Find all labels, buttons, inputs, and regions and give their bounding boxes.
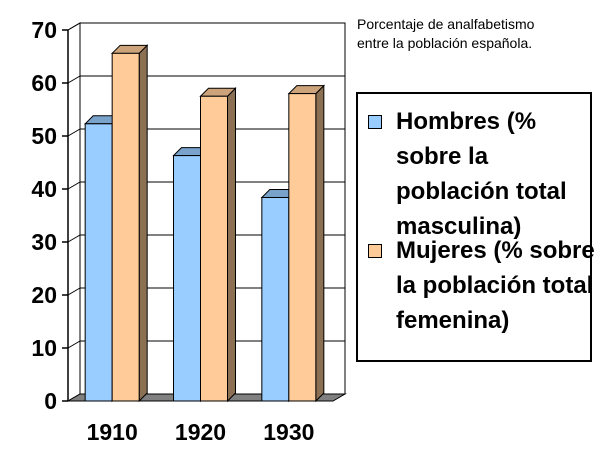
legend-label-hombres: Hombres (% sobre la población total masc…: [396, 108, 567, 240]
bar-side: [227, 87, 236, 403]
gridline-side: [67, 234, 81, 243]
bar-side: [315, 84, 325, 403]
legend-label-mujeres: Mujeres (% sobre la población total feme…: [396, 237, 595, 334]
gridline-side: [67, 287, 81, 296]
x-tick-label: 1920: [175, 419, 226, 445]
legend-swatch-mujeres: [368, 244, 382, 258]
bar-side: [138, 44, 148, 403]
bar: [84, 123, 113, 402]
y-tick-label: 40: [31, 176, 57, 202]
x-tick-label: 1930: [263, 419, 314, 445]
legend: Hombres (% sobre la población total masc…: [356, 92, 595, 362]
y-tick-label: 60: [31, 70, 57, 96]
y-tick-label: 50: [31, 123, 57, 149]
y-tick-label: 10: [31, 335, 57, 361]
gridline-side: [67, 340, 81, 349]
bar: [261, 196, 290, 402]
gridline-side: [67, 75, 81, 84]
legend-swatch-hombres: [368, 115, 382, 129]
y-tick-label: 20: [31, 282, 57, 308]
y-tick-label: 30: [31, 229, 57, 255]
gridline-side: [67, 128, 81, 137]
y-tick-label: 70: [31, 17, 57, 43]
bar: [173, 155, 201, 402]
gridline-side: [67, 181, 81, 190]
gridline-side: [67, 22, 81, 31]
bar: [288, 93, 317, 402]
y-tick-label: 0: [44, 388, 57, 414]
chart-title: Porcentaje de analfabetismo entre la pob…: [357, 16, 535, 51]
x-tick-label: 1910: [87, 419, 138, 445]
bar: [111, 52, 140, 402]
bar: [200, 95, 228, 402]
